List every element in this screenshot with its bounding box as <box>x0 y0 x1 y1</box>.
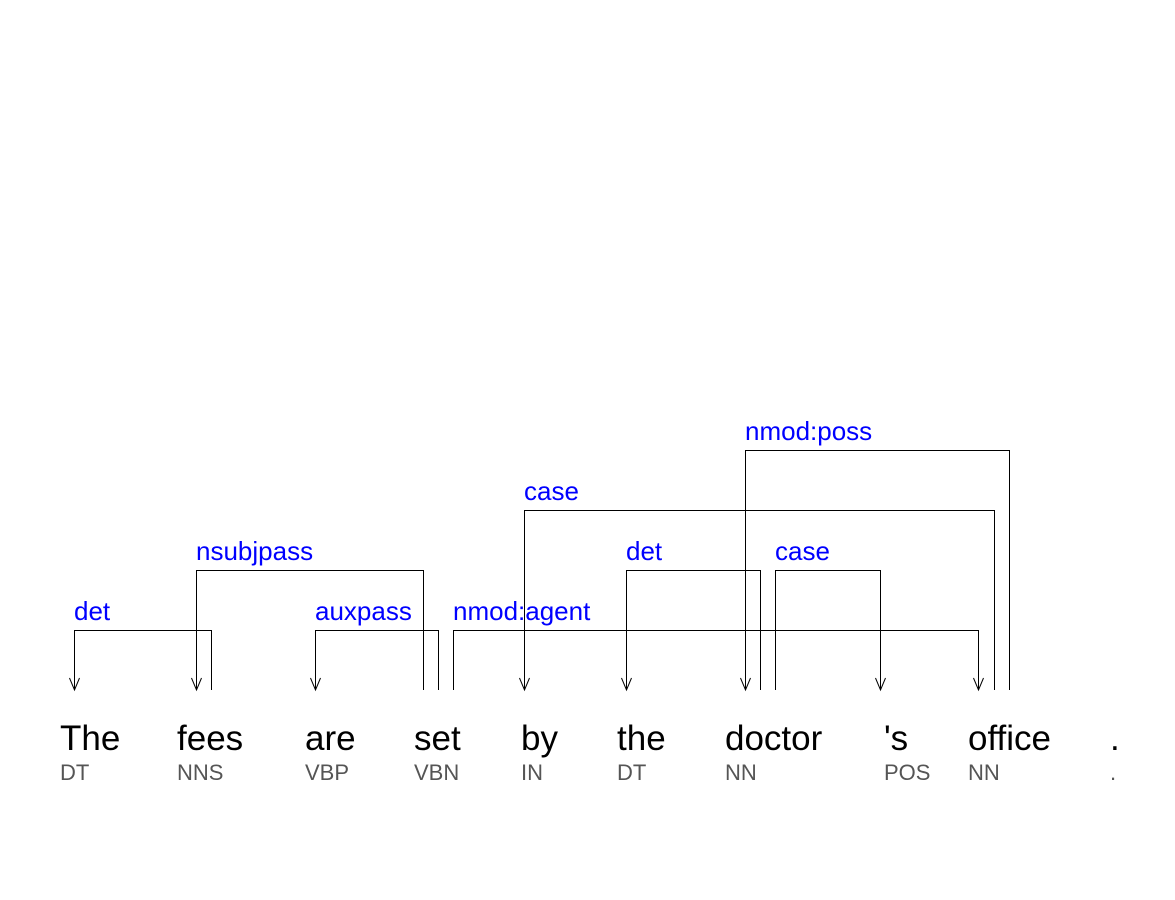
arrowhead-icon <box>310 677 321 692</box>
token-word: . <box>1110 719 1120 758</box>
token-pos-tag: NNS <box>177 760 223 785</box>
arc-line <box>775 570 881 690</box>
arrowhead-icon <box>740 677 751 692</box>
dependency-arc: case <box>519 476 995 692</box>
token-word: set <box>414 719 461 758</box>
tokens-layer: TheDTfeesNNSareVBPsetVBNbyINtheDTdoctorN… <box>60 719 1120 785</box>
arrowhead-icon <box>69 677 80 692</box>
token-pos-tag: DT <box>617 760 646 785</box>
token-pos-tag: NN <box>968 760 1000 785</box>
arc-line <box>524 510 995 690</box>
dependency-arc: nmod:poss <box>740 416 1010 692</box>
dependency-arc: det <box>69 596 212 692</box>
arc-label: auxpass <box>315 596 412 626</box>
token-word: The <box>60 719 120 758</box>
arrowhead-icon <box>519 677 530 692</box>
arrowhead-icon <box>875 677 886 692</box>
token-word: by <box>521 719 558 758</box>
token-pos-tag: VBN <box>414 760 459 785</box>
token-pos-tag: DT <box>60 760 89 785</box>
arrowhead-icon <box>973 677 984 692</box>
dependency-arc: det <box>621 536 761 692</box>
arc-line <box>453 630 979 690</box>
token-word: office <box>968 719 1051 758</box>
arc-label: case <box>524 476 579 506</box>
token-pos-tag: NN <box>725 760 757 785</box>
token-pos-tag: VBP <box>305 760 349 785</box>
token-pos-tag: . <box>1110 760 1116 785</box>
arrowhead-icon <box>621 677 632 692</box>
arc-label: nsubjpass <box>196 536 313 566</box>
arc-label: nmod:poss <box>745 416 872 446</box>
arc-line <box>745 450 1010 690</box>
arrowhead-icon <box>191 677 202 692</box>
arc-label: nmod:agent <box>453 596 591 626</box>
dependency-arc: auxpass <box>310 596 439 692</box>
token-word: doctor <box>725 719 823 758</box>
arc-label: det <box>74 596 111 626</box>
token: .. <box>1110 719 1120 785</box>
dependency-arc: case <box>775 536 886 692</box>
arc-label: det <box>626 536 663 566</box>
token-word: 's <box>884 719 908 758</box>
token-word: fees <box>177 719 243 758</box>
token-pos-tag: IN <box>521 760 543 785</box>
token-pos-tag: POS <box>884 760 930 785</box>
arc-line <box>315 630 439 690</box>
token-word: the <box>617 719 666 758</box>
token-word: are <box>305 719 356 758</box>
arc-line <box>74 630 212 690</box>
dependency-arc: nmod:agent <box>453 596 984 692</box>
arc-label: case <box>775 536 830 566</box>
arc-line <box>626 570 761 690</box>
